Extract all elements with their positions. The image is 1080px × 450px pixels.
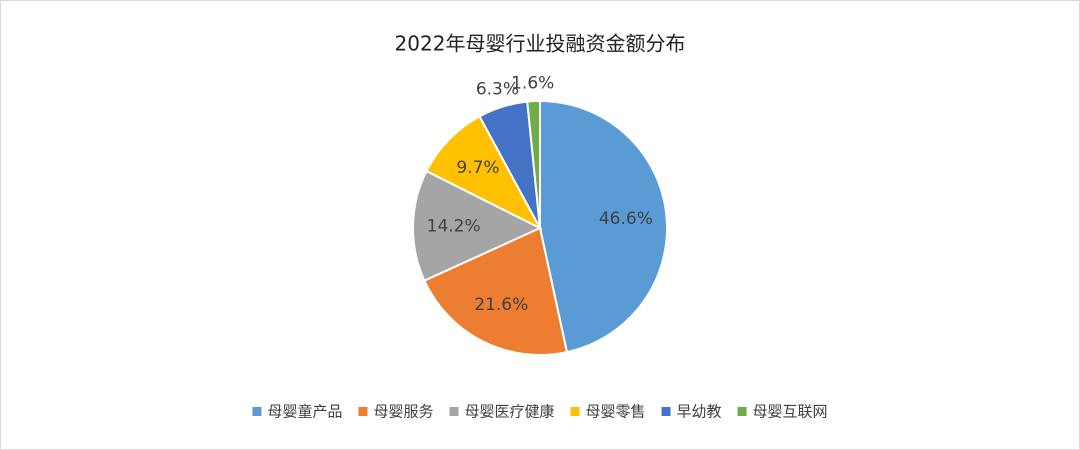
data-label: 21.6% [474,295,528,315]
legend-label: 母婴互联网 [753,403,828,421]
pie: 46.6% 21.6% 14.2% 9.7% 6.3%1.6% [412,73,668,356]
pie-slice [539,99,668,354]
legend-label: 母婴零售 [586,403,646,421]
data-label: 1.6% [511,73,554,93]
legend-label: 母婴服务 [373,403,433,421]
pie-slice [412,169,543,282]
legend: 母婴童产品 母婴服务 母婴医疗健康 母婴零售 早幼教 母婴互联网 [252,403,828,421]
legend-label: 母婴童产品 [267,403,342,421]
data-label: 9.7% [456,158,499,178]
legend-label: 母婴医疗健康 [464,403,554,421]
chart-title: 2022年母婴行业投融资金额分布 [395,32,686,56]
legend-marker [449,407,459,416]
legend-marker [737,407,747,416]
legend-label: 早幼教 [677,403,722,421]
pie-slice [526,99,541,229]
legend-marker [661,407,671,416]
data-label: 6.3% [476,80,519,100]
legend-marker [252,407,262,416]
legend-marker [358,407,368,416]
data-label: 46.6% [599,209,653,229]
legend-marker [570,407,580,416]
pie-slice [425,114,543,231]
pie-slice [423,226,569,356]
data-label: 14.2% [427,216,481,236]
